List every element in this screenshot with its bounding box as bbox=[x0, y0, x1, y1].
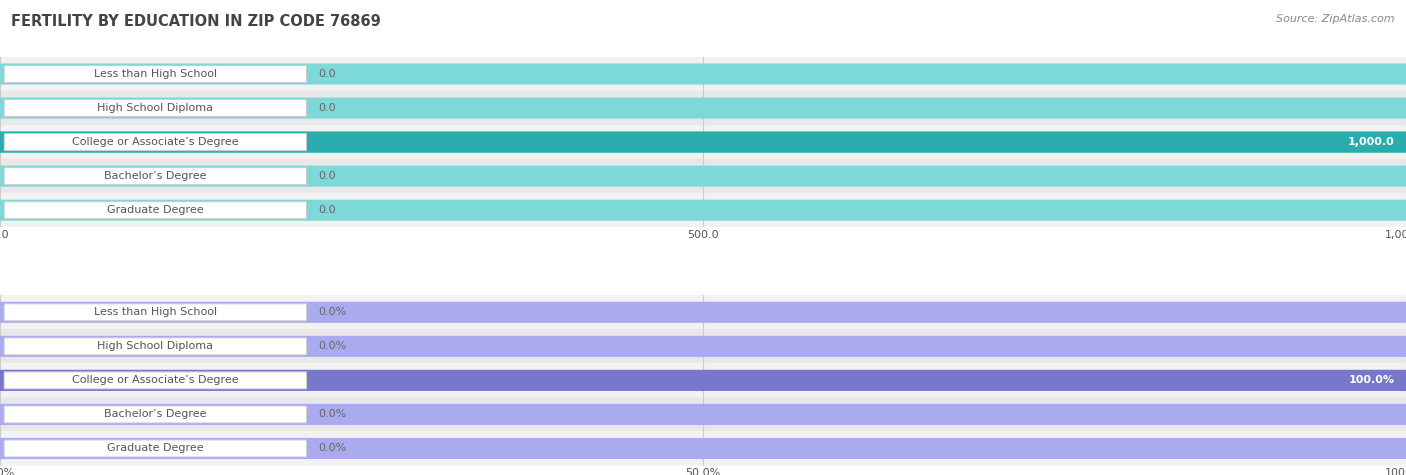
Text: 0.0: 0.0 bbox=[318, 103, 336, 113]
FancyBboxPatch shape bbox=[0, 404, 1406, 425]
Text: High School Diploma: High School Diploma bbox=[97, 103, 214, 113]
FancyBboxPatch shape bbox=[0, 438, 1406, 459]
Text: Graduate Degree: Graduate Degree bbox=[107, 444, 204, 454]
Text: 0.0%: 0.0% bbox=[318, 342, 346, 352]
FancyBboxPatch shape bbox=[4, 338, 307, 355]
Text: 0.0: 0.0 bbox=[318, 205, 336, 215]
FancyBboxPatch shape bbox=[0, 200, 1406, 221]
FancyBboxPatch shape bbox=[4, 133, 307, 151]
Bar bbox=[0, 363, 1406, 398]
Bar bbox=[0, 57, 1406, 91]
Bar bbox=[0, 431, 1406, 466]
FancyBboxPatch shape bbox=[0, 302, 1406, 323]
Text: 1,000.0: 1,000.0 bbox=[1348, 137, 1395, 147]
Text: Less than High School: Less than High School bbox=[94, 69, 217, 79]
FancyBboxPatch shape bbox=[0, 132, 1406, 152]
Text: 100.0%: 100.0% bbox=[1348, 375, 1395, 385]
Bar bbox=[0, 398, 1406, 431]
FancyBboxPatch shape bbox=[0, 370, 1406, 391]
FancyBboxPatch shape bbox=[4, 168, 307, 185]
Text: Bachelor’s Degree: Bachelor’s Degree bbox=[104, 171, 207, 181]
Text: FERTILITY BY EDUCATION IN ZIP CODE 76869: FERTILITY BY EDUCATION IN ZIP CODE 76869 bbox=[11, 14, 381, 29]
FancyBboxPatch shape bbox=[4, 372, 307, 389]
Text: Bachelor’s Degree: Bachelor’s Degree bbox=[104, 409, 207, 419]
FancyBboxPatch shape bbox=[4, 304, 307, 321]
FancyBboxPatch shape bbox=[4, 406, 307, 423]
Text: 0.0: 0.0 bbox=[318, 171, 336, 181]
FancyBboxPatch shape bbox=[0, 64, 1406, 85]
Text: Source: ZipAtlas.com: Source: ZipAtlas.com bbox=[1277, 14, 1395, 24]
Text: Less than High School: Less than High School bbox=[94, 307, 217, 317]
Text: Graduate Degree: Graduate Degree bbox=[107, 205, 204, 215]
FancyBboxPatch shape bbox=[4, 100, 307, 116]
Text: 0.0%: 0.0% bbox=[318, 409, 346, 419]
Text: College or Associate’s Degree: College or Associate’s Degree bbox=[72, 375, 239, 385]
Text: High School Diploma: High School Diploma bbox=[97, 342, 214, 352]
FancyBboxPatch shape bbox=[4, 440, 307, 457]
FancyBboxPatch shape bbox=[4, 202, 307, 218]
FancyBboxPatch shape bbox=[4, 66, 307, 83]
FancyBboxPatch shape bbox=[0, 97, 1406, 119]
FancyBboxPatch shape bbox=[0, 166, 1406, 187]
Text: 0.0%: 0.0% bbox=[318, 444, 346, 454]
Text: College or Associate’s Degree: College or Associate’s Degree bbox=[72, 137, 239, 147]
Text: 0.0: 0.0 bbox=[318, 69, 336, 79]
Bar bbox=[0, 159, 1406, 193]
Bar bbox=[0, 125, 1406, 159]
FancyBboxPatch shape bbox=[0, 336, 1406, 357]
Bar bbox=[0, 329, 1406, 363]
FancyBboxPatch shape bbox=[0, 370, 1406, 391]
Bar bbox=[0, 193, 1406, 227]
FancyBboxPatch shape bbox=[0, 132, 1406, 152]
Bar bbox=[0, 91, 1406, 125]
Text: 0.0%: 0.0% bbox=[318, 307, 346, 317]
Bar bbox=[0, 295, 1406, 329]
